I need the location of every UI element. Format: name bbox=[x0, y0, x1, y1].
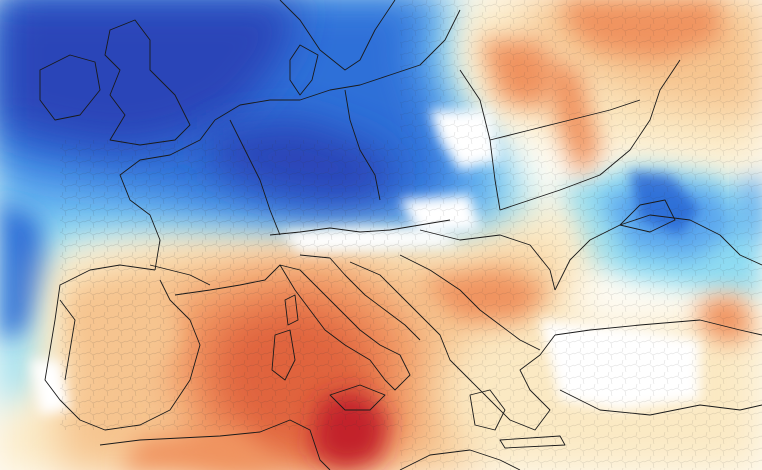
cold-west-edge bbox=[0, 200, 50, 340]
subdivisions-east bbox=[400, 0, 762, 470]
subdivisions-west bbox=[60, 140, 400, 430]
coast-ireland bbox=[39, 54, 101, 121]
coast-north-africa bbox=[99, 419, 331, 470]
warm-north-africa bbox=[120, 430, 280, 470]
cold-deep-blue-north bbox=[0, 0, 300, 150]
coast-scandinavia bbox=[279, 0, 396, 71]
admin-subdivisions bbox=[60, 0, 762, 470]
coast-jutland bbox=[289, 44, 319, 96]
